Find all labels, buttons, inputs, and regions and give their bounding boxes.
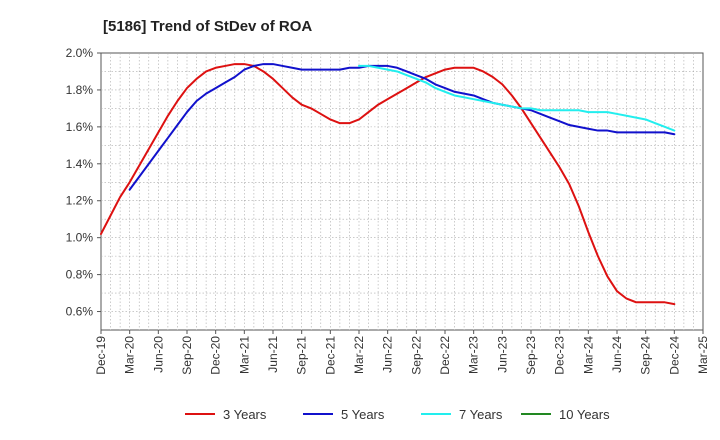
x-tick-label: Mar-22	[352, 336, 366, 374]
x-tick-label: Dec-21	[323, 336, 337, 375]
legend-label: 7 Years	[459, 407, 503, 422]
legend-label: 3 Years	[223, 407, 267, 422]
y-tick-label: 2.0%	[66, 46, 94, 60]
y-tick-label: 1.4%	[66, 157, 94, 171]
x-tick-label: Sep-21	[295, 336, 309, 375]
x-tick-label: Dec-22	[438, 336, 452, 375]
x-tick-label: Jun-21	[266, 336, 280, 373]
plot-area	[100, 52, 704, 331]
x-tick-label: Mar-23	[467, 336, 481, 374]
x-tick-label: Sep-23	[524, 336, 538, 375]
series-line-5-years	[128, 63, 676, 191]
x-tick-label: Dec-20	[209, 336, 223, 375]
y-axis: 0.6% 0.8% 1.0% 1.2% 1.4% 1.6% 1.8% 2.0%	[66, 46, 101, 319]
x-tick-label: Jun-24	[610, 336, 624, 373]
series-lines	[100, 63, 676, 306]
x-tick-label: Sep-20	[180, 336, 194, 375]
x-tick-label: Jun-20	[151, 336, 165, 373]
x-tick-label: Sep-22	[409, 336, 423, 375]
legend-label: 10 Years	[559, 407, 610, 422]
series-line-3-years	[100, 63, 676, 306]
y-tick-label: 1.0%	[66, 231, 94, 245]
y-tick-label: 0.8%	[66, 268, 94, 282]
x-tick-label: Dec-23	[553, 336, 567, 375]
y-tick-label: 1.2%	[66, 194, 94, 208]
y-tick-label: 1.8%	[66, 83, 94, 97]
x-tick-label: Mar-20	[123, 336, 137, 374]
y-tick-label: 1.6%	[66, 120, 94, 134]
y-tick-label: 0.6%	[66, 305, 94, 319]
x-tick-label: Dec-19	[94, 336, 108, 375]
x-tick-label: Jun-22	[381, 336, 395, 373]
chart-title: [5186] Trend of StDev of ROA	[103, 18, 312, 35]
x-tick-label: Mar-24	[581, 336, 595, 374]
x-tick-label: Sep-24	[639, 336, 653, 375]
x-axis: Dec-19 Mar-20 Jun-20 Sep-20 Dec-20 Mar-21 Jun-…	[94, 330, 710, 375]
legend: 3 Years 5 Years 7 Years 10 Years	[185, 407, 610, 422]
x-tick-label: Mar-21	[237, 336, 251, 374]
legend-label: 5 Years	[341, 407, 385, 422]
series-line-7-years	[358, 64, 676, 132]
x-tick-label: Mar-25	[696, 336, 710, 374]
x-tick-label: Dec-24	[667, 336, 681, 375]
x-tick-label: Jun-23	[495, 336, 509, 373]
